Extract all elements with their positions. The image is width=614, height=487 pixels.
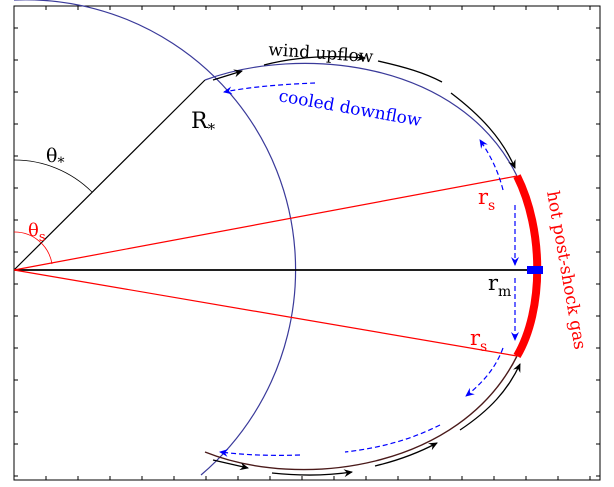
- stellar-surface-arc: [14, 0, 297, 476]
- downflow-arrow-5: [465, 347, 504, 397]
- upflow-arrow-4: [450, 92, 516, 169]
- downflow-arrow-2: [479, 139, 504, 191]
- upflow-arrow-7: [374, 442, 438, 467]
- cooled-downflow-label: cooled downflow: [277, 86, 423, 131]
- downflow-arrow-1: [223, 82, 316, 95]
- theta-star-arc: [13, 159, 93, 193]
- stellar-radius-line: [13, 79, 206, 271]
- wind-upflow-label: wind upflow: [268, 40, 375, 67]
- theta-s-arc: [13, 231, 53, 265]
- upflow-arrow-2: [263, 53, 366, 66]
- rm-marker: [527, 266, 543, 274]
- shock-radius-upper-line: [13, 175, 518, 271]
- wind-upflow-arrows: [212, 53, 521, 478]
- stellar-radius-label: R*: [191, 109, 216, 138]
- theta-s-label: θs: [28, 220, 46, 245]
- downflow-arrow-7: [219, 448, 301, 457]
- shock-radius-upper-label: rs: [478, 185, 495, 214]
- hot-post-shock-gas-label: hot post-shock gas: [542, 189, 590, 351]
- field-loop-lower: [204, 355, 518, 471]
- upflow-arrow-1: [212, 69, 243, 81]
- upflow-arrow-5: [212, 459, 249, 471]
- shock-radius-lower-line: [13, 269, 518, 357]
- frame-ticks: [14, 6, 600, 480]
- upflow-arrow-3: [377, 60, 443, 83]
- upflow-arrow-6: [271, 469, 353, 478]
- theta-star-label: θ*: [46, 145, 64, 171]
- cooled-downflow-arrows: [219, 82, 519, 457]
- upflow-arrow-8: [459, 363, 521, 431]
- downflow-arrow-6: [344, 424, 441, 453]
- field-loop-upper: [204, 62, 518, 177]
- magnetospheric-radius-label: rm: [488, 271, 511, 300]
- plot-frame: [13, 5, 601, 481]
- shock-radius-lower-label: rs: [470, 326, 487, 355]
